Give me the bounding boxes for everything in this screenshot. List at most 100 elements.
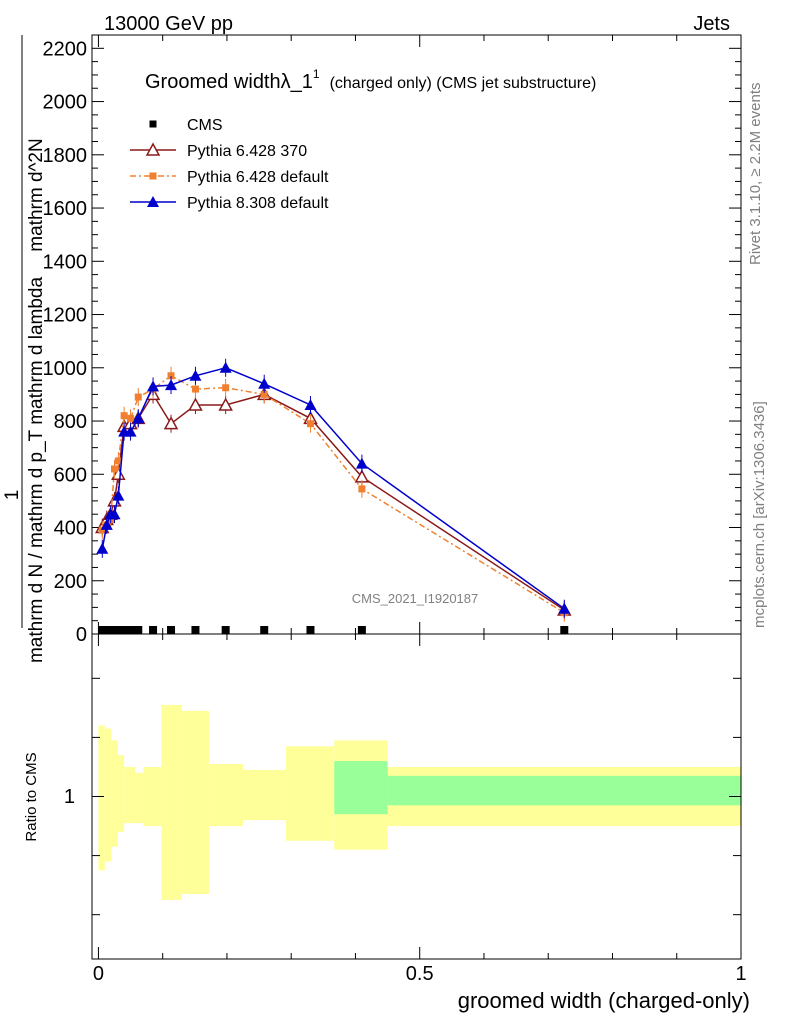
y-tick-label: 1600 <box>43 198 88 220</box>
x-tick-label: 0.5 <box>406 963 434 985</box>
ylabel-top: mathrm d^2N <box>26 138 47 251</box>
data-point <box>111 466 126 481</box>
data-point-cms <box>126 626 135 634</box>
ratio-ylabel: Ratio to CMS <box>23 752 40 841</box>
ratio-band-yellow <box>243 769 287 821</box>
data-point <box>558 602 571 614</box>
data-point-cms <box>221 626 230 634</box>
ratio-band-yellow <box>143 766 162 827</box>
y-tick-label: 2200 <box>43 38 88 60</box>
header-left: 13000 GeV pp <box>104 13 233 35</box>
legend-marker <box>145 142 161 156</box>
ratio-band-green <box>387 775 741 806</box>
rivet-label: Rivet 3.1.10, ≥ 2.2M events <box>747 83 764 266</box>
y-tick-label: 400 <box>54 518 87 540</box>
data-point <box>306 420 314 428</box>
series-line <box>101 367 565 610</box>
data-point <box>124 425 137 437</box>
data-point <box>358 485 366 493</box>
legend-label: Pythia 6.428 default <box>187 169 329 186</box>
data-point <box>258 377 271 389</box>
legend-label: CMS <box>187 117 223 134</box>
ratio-band-yellow <box>181 710 209 894</box>
legend-label: Pythia 8.308 default <box>187 195 329 212</box>
data-point <box>163 416 179 430</box>
data-point <box>134 393 142 401</box>
main-series-layer <box>95 358 572 634</box>
data-point-cms <box>191 626 200 634</box>
y-tick-label: 800 <box>54 411 87 433</box>
watermark: CMS_2021_I1920187 <box>352 591 479 606</box>
data-point <box>218 397 233 411</box>
y-tick-label: 200 <box>54 571 87 593</box>
data-point-cms <box>120 626 129 634</box>
data-point <box>147 380 160 392</box>
data-point-cms <box>357 626 366 634</box>
ratio-band-yellow <box>208 764 244 827</box>
data-point <box>189 369 202 381</box>
ratio-band-yellow <box>135 772 144 824</box>
legend-label: Pythia 6.428 370 <box>187 143 307 160</box>
data-point <box>127 414 135 422</box>
series-0 <box>98 626 569 634</box>
ratio-band-green <box>334 761 388 815</box>
data-point <box>260 390 268 398</box>
chart-title-main: Groomed widthλ_1 <box>145 71 313 93</box>
data-point <box>108 508 121 520</box>
legend-entry: CMS <box>149 117 223 134</box>
data-point <box>114 457 122 465</box>
data-point <box>191 385 199 393</box>
data-point <box>222 384 230 392</box>
legend-entry: Pythia 6.428 370 <box>130 142 307 160</box>
ratio-bands <box>98 704 741 900</box>
legend-marker <box>149 120 157 128</box>
data-point-cms <box>98 626 107 634</box>
legend-marker <box>147 196 159 207</box>
legend-marker <box>149 172 157 180</box>
data-point <box>100 518 113 530</box>
x-tick-label: 0 <box>93 963 104 985</box>
mcplots-label: mcplots.cern.ch [arXiv:1306.3436] <box>751 401 768 628</box>
series-line <box>101 374 565 614</box>
data-point <box>120 412 128 420</box>
data-point <box>110 465 118 473</box>
series-3 <box>96 358 571 618</box>
ratio-plot: 0 0.5 1 Ratio to CMS 1 groomed width (char… <box>23 633 750 1013</box>
data-point-cms <box>260 626 269 634</box>
ylabel-bottom: mathrm d N / mathrm d p_T mathrm d lambd… <box>26 277 47 664</box>
ratio-band-yellow <box>161 704 182 900</box>
chart-title-sup: 1 <box>313 67 320 81</box>
x-tick-label: 1 <box>735 963 746 985</box>
ratio-ticks: 0 0.5 1 <box>92 634 747 985</box>
data-point <box>219 361 232 373</box>
ratio-band-yellow <box>124 766 136 824</box>
data-point <box>165 379 178 391</box>
data-point-cms <box>114 626 123 634</box>
ratio-band-yellow <box>104 728 112 862</box>
legend-entry: Pythia 6.428 default <box>130 169 329 186</box>
y-tick-label: 2000 <box>43 92 88 114</box>
ratio-ytick-label: 1 <box>64 786 75 808</box>
ratio-band-yellow <box>111 740 118 847</box>
ratio-band-yellow <box>117 755 125 832</box>
series-line <box>101 392 565 611</box>
main-y-axis: 0 200 400 600 800 1000 1200 1400 1600 1800 2000 220… <box>43 34 741 646</box>
ylabel-numerator: 1 <box>2 490 23 501</box>
y-tick-label: 600 <box>54 464 87 486</box>
y-tick-label: 0 <box>76 624 87 646</box>
header-right: Jets <box>693 13 730 35</box>
data-point <box>188 397 203 411</box>
data-point-cms <box>306 626 315 634</box>
data-point-cms <box>167 626 176 634</box>
legend: CMS Pythia 6.428 370 Pythia 6.428 default P… <box>130 117 329 212</box>
y-tick-label: 1400 <box>43 251 88 273</box>
ratio-band-yellow <box>286 746 335 841</box>
chart-title: Groomed widthλ_11 (charged only) (CMS jet… <box>145 67 596 93</box>
data-point <box>167 372 175 380</box>
x-axis-label: groomed width (charged-only) <box>458 988 750 1013</box>
chart-title-suffix: (charged only) (CMS jet substructure) <box>330 75 597 92</box>
data-point <box>112 489 125 501</box>
data-point <box>355 457 368 469</box>
data-point <box>132 412 145 424</box>
